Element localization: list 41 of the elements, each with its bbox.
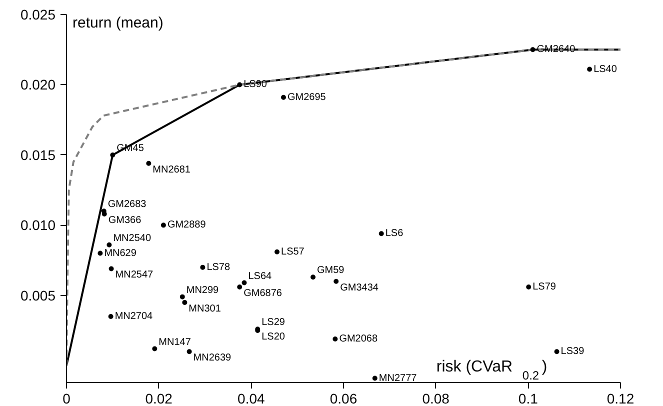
annotation: LS78 [206,262,230,273]
annotation: MN301 [188,303,222,314]
y-tick-label: 0.020 [20,76,56,93]
annotation: MN2540 [113,232,152,244]
annotation: MN2547 [115,270,154,281]
annotation: GM2695 [287,92,326,103]
annotation: LS29 [262,317,286,328]
annotation: LS79 [532,281,556,292]
annotation: MN2681 [152,164,191,176]
annotation: LS90 [244,79,268,90]
annotation: LS40 [594,64,618,75]
annotation: LS57 [281,246,305,258]
annotation: MN299 [186,284,220,296]
x-tick-label: 0 [62,390,71,406]
annotation: MN629 [104,248,137,259]
x-tick-label: 0.04 [238,390,266,406]
annotation: GM2068 [339,333,378,344]
x-tick-label: 0.08 [422,390,450,406]
y-tick-label: 0.015 [20,146,56,163]
annotation: MN2639 [193,352,232,364]
x-tick-label: 0.06 [330,390,358,406]
y-tick-label: 0.005 [20,287,56,304]
y-tick-label: 0.025 [20,6,56,22]
annotation: MN147 [158,336,192,348]
annotation: LS64 [248,270,272,282]
annotation: GM6876 [244,288,282,299]
annotation: GM59 [317,265,345,276]
annotation: GM366 [108,214,142,226]
x-tick-label: 0.02 [145,390,173,406]
annotation: GM2683 [108,199,147,210]
annotation: LS39 [560,346,585,358]
annotation: GM3434 [340,282,379,294]
annotation: MN2777 [378,372,418,384]
annotation: LS6 [385,228,404,240]
x-tick-label: 0.1 [518,390,538,406]
y-tick-label: 0.010 [20,217,56,234]
x-tick-label: 0.12 [606,390,634,406]
annotation: MN2704 [114,310,154,322]
y-axis-title: return (mean) [72,14,164,32]
annotation: LS20 [262,332,286,343]
annotation: GM2889 [167,220,206,231]
